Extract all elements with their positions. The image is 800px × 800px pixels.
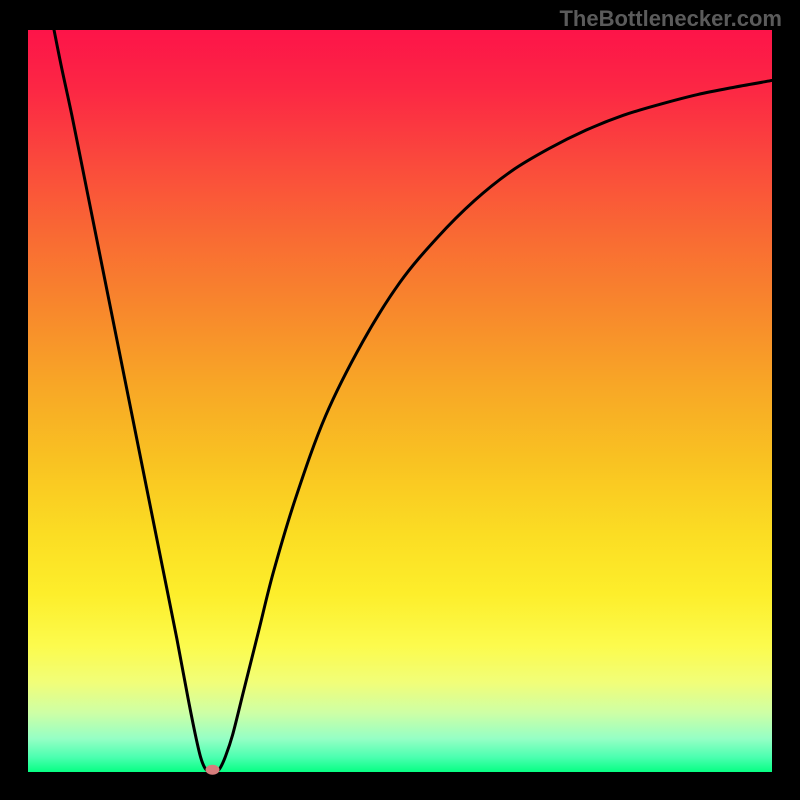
optimum-marker (206, 765, 220, 775)
bottleneck-chart (0, 0, 800, 800)
plot-background (28, 30, 772, 772)
watermark-text: TheBottlenecker.com (559, 6, 782, 32)
chart-container: TheBottlenecker.com (0, 0, 800, 800)
